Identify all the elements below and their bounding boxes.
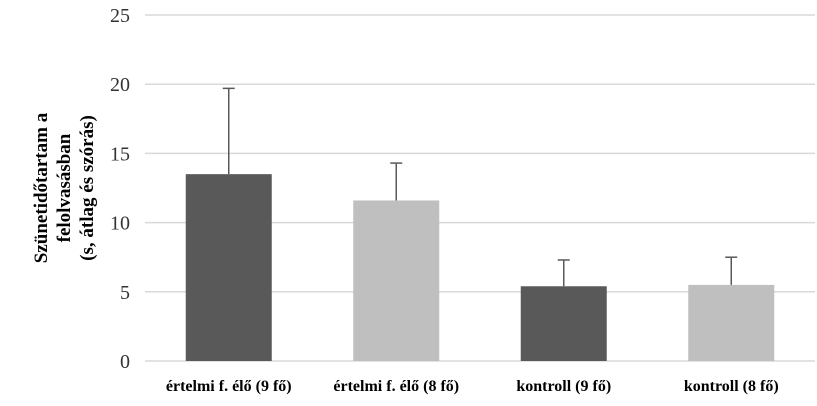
y-tick-label: 0 <box>120 351 130 373</box>
y-axis-title-line: felolvasásban <box>54 133 75 242</box>
bar <box>520 286 607 361</box>
bar <box>688 284 775 361</box>
y-axis-ticks: 0 5 10 15 20 25 <box>110 5 130 373</box>
x-tick-label: értelmi f. élő (9 fő) <box>166 378 292 395</box>
y-axis-title-line: (s, átlag és szórás) <box>77 115 98 261</box>
error-bars <box>222 87 738 287</box>
bars <box>185 174 775 361</box>
y-tick-label: 5 <box>120 282 130 304</box>
bar <box>185 174 272 361</box>
x-tick-label: kontroll (9 fő) <box>516 378 611 395</box>
y-axis-title: Szünetidőtartam a felolvasásban (s, átlag … <box>31 112 98 263</box>
y-tick-label: 20 <box>110 74 130 96</box>
y-tick-label: 25 <box>110 5 130 27</box>
y-tick-label: 10 <box>110 213 130 235</box>
y-tick-label: 15 <box>110 143 130 165</box>
bar <box>353 200 440 361</box>
x-tick-label: értelmi f. élő (8 fő) <box>333 378 459 395</box>
x-tick-label: kontroll (8 fő) <box>684 378 779 395</box>
y-axis-title-line: Szünetidőtartam a <box>31 112 52 263</box>
x-axis-ticks: értelmi f. élő (9 fő) értelmi f. élő (8 f… <box>166 378 779 395</box>
